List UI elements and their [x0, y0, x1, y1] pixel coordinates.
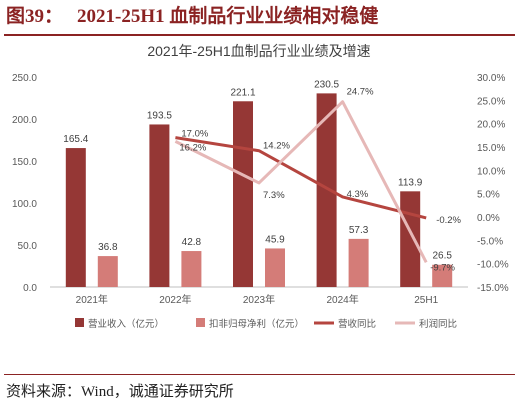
- legend-swatch: [196, 318, 205, 327]
- chart-title: 2021年-25H1血制品行业业绩及增速: [147, 43, 370, 59]
- y-left-tick-label: 50.0: [18, 241, 38, 252]
- y-right-tick-label: -10.0%: [477, 260, 509, 271]
- y-right-tick-label: 30.0%: [477, 73, 505, 84]
- y-right-tick-label: 0.0%: [477, 213, 500, 224]
- profit-bar: [181, 251, 202, 287]
- y-right-tick-label: 20.0%: [477, 120, 505, 131]
- revenue-bar: [149, 124, 170, 288]
- revenue-bar: [65, 148, 86, 287]
- revenue-yoy-label: -0.2%: [436, 215, 461, 226]
- title-rule: [4, 34, 515, 36]
- y-left-tick-label: 100.0: [12, 199, 37, 210]
- revenue-bar: [233, 101, 253, 287]
- profit-bar: [97, 256, 118, 287]
- revenue-yoy-label: 4.3%: [347, 189, 369, 200]
- y-right-tick-label: 25.0%: [477, 96, 505, 107]
- profit-yoy-label: -9.7%: [430, 262, 455, 273]
- y-left-tick-label: 250.0: [12, 73, 37, 84]
- figure-title: 图39： 2021-25H1 血制品行业业绩相对稳健: [6, 2, 513, 32]
- x-tick-label: 2022年: [159, 293, 191, 306]
- revenue-bar-label: 113.9: [398, 177, 423, 188]
- revenue-bar-label: 165.4: [63, 134, 88, 145]
- y-left-tick-label: 200.0: [12, 115, 37, 126]
- profit-bar: [348, 238, 369, 287]
- revenue-bar: [400, 191, 421, 287]
- y-right-tick-label: -15.0%: [477, 283, 509, 294]
- source-note: 资料来源：Wind，诚通证券研究所: [6, 384, 234, 400]
- revenue-yoy-label: 17.0%: [181, 129, 208, 140]
- profit-bar-label: 42.8: [182, 237, 202, 248]
- profit-bar: [432, 264, 453, 287]
- legend-label: 营业收入（亿元）: [88, 318, 164, 330]
- profit-bar-label: 57.3: [349, 225, 369, 236]
- figure-title-text: 2021-25H1 血制品行业业绩相对稳健: [77, 6, 379, 27]
- y-right-tick-label: -5.0%: [477, 236, 503, 247]
- revenue-bar-label: 193.5: [147, 110, 172, 121]
- y-right-tick-label: 15.0%: [477, 143, 505, 154]
- x-tick-label: 2021年: [76, 293, 108, 306]
- profit-bar-label: 36.8: [98, 242, 118, 253]
- legend-label: 利润同比: [419, 318, 457, 330]
- profit-bar-label: 26.5: [432, 251, 452, 262]
- x-tick-label: 2024年: [326, 293, 358, 306]
- revenue-yoy-line: [175, 136, 427, 220]
- x-tick-label: 25H1: [414, 295, 438, 306]
- legend-swatch: [75, 318, 84, 327]
- figure-number: 图39：: [6, 6, 64, 27]
- profit-yoy-line: [174, 100, 428, 263]
- revenue-bar: [316, 93, 337, 287]
- x-tick-label: 2023年: [243, 293, 275, 306]
- revenue-bar-label: 230.5: [314, 79, 339, 90]
- legend-label: 扣非归母净利（亿元）: [209, 318, 304, 330]
- source-rule: [4, 374, 515, 375]
- revenue-yoy-label: 14.2%: [263, 141, 290, 152]
- revenue-profit-chart: 2021年-25H1血制品行业业绩及增速 0.0 50.0 100.0 150.0 20…: [12, 43, 509, 330]
- legend-label: 营收同比: [338, 318, 376, 330]
- y-right-tick-label: 10.0%: [477, 166, 505, 177]
- profit-bar: [265, 248, 285, 287]
- profit-yoy-label: 7.3%: [263, 190, 285, 201]
- profit-bar-label: 45.9: [265, 234, 285, 245]
- profit-yoy-label: 16.2%: [179, 142, 206, 153]
- y-left-tick-label: 150.0: [12, 157, 37, 168]
- profit-yoy-label: 24.7%: [347, 87, 374, 98]
- y-right-tick-label: 5.0%: [477, 190, 500, 201]
- y-left-tick-label: 0.0: [23, 283, 37, 294]
- revenue-bar-label: 221.1: [230, 87, 255, 98]
